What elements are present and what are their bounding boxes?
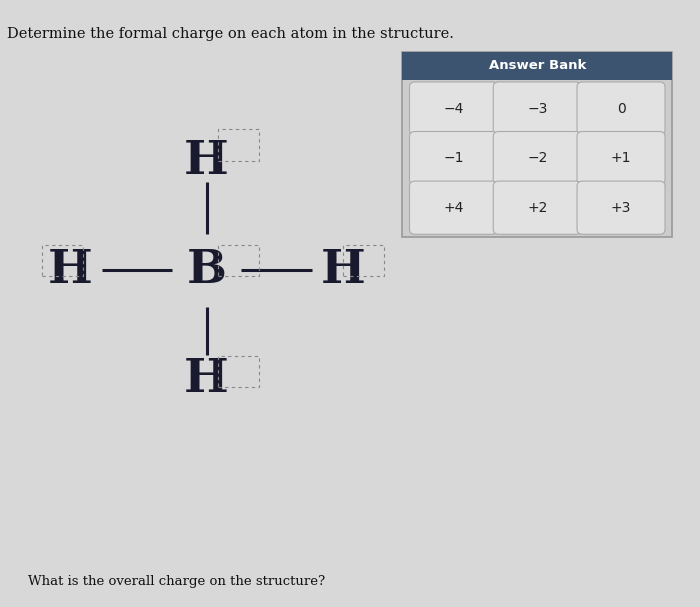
FancyBboxPatch shape (402, 52, 672, 237)
Text: +2: +2 (527, 201, 547, 215)
FancyBboxPatch shape (410, 82, 498, 135)
Text: What is the overall charge on the structure?: What is the overall charge on the struct… (28, 575, 325, 588)
FancyBboxPatch shape (577, 132, 665, 185)
FancyBboxPatch shape (577, 82, 665, 135)
FancyBboxPatch shape (402, 52, 672, 80)
Text: Determine the formal charge on each atom in the structure.: Determine the formal charge on each atom… (7, 27, 454, 41)
Bar (42, 245, 83, 276)
Bar (343, 245, 384, 276)
Text: −3: −3 (527, 101, 547, 115)
Text: Answer Bank: Answer Bank (489, 59, 586, 72)
FancyBboxPatch shape (494, 181, 581, 234)
Text: −2: −2 (527, 151, 547, 165)
Text: B: B (186, 247, 227, 293)
FancyBboxPatch shape (577, 181, 665, 234)
Text: −1: −1 (443, 151, 463, 165)
Bar (218, 356, 259, 387)
Text: H: H (321, 247, 365, 293)
FancyBboxPatch shape (494, 132, 581, 185)
FancyBboxPatch shape (410, 132, 498, 185)
Text: H: H (48, 247, 92, 293)
Bar (218, 129, 259, 161)
Text: −4: −4 (443, 101, 463, 115)
Text: +3: +3 (611, 201, 631, 215)
Text: H: H (184, 356, 229, 402)
Text: H: H (184, 138, 229, 184)
Text: 0: 0 (617, 101, 625, 115)
FancyBboxPatch shape (494, 82, 581, 135)
Bar (218, 245, 259, 276)
FancyBboxPatch shape (410, 181, 498, 234)
Text: +4: +4 (443, 201, 463, 215)
Text: +1: +1 (611, 151, 631, 165)
